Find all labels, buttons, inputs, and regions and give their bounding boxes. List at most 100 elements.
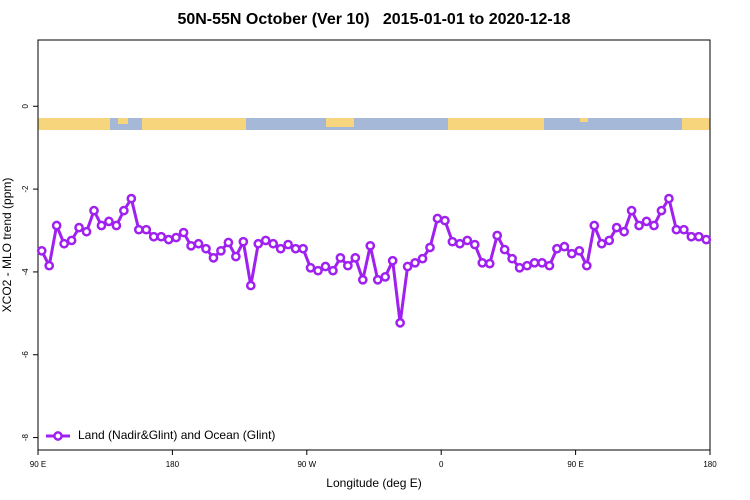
point [469,239,480,250]
point [298,243,308,254]
chart-title: 50N-55N October (Ver 10) 2015-01-01 to 2… [177,11,570,28]
point [238,236,249,247]
point [44,260,55,271]
point [141,224,152,235]
point [268,238,279,249]
y-tick-label: -6 [21,351,30,359]
point [253,238,264,249]
point [581,260,592,271]
point [178,227,189,238]
x-axis-title: Longitude (deg E) [326,476,421,490]
point [402,261,413,272]
point [641,216,652,227]
x-tick-label: 90 W [297,460,316,469]
point [671,224,682,235]
point [522,260,532,271]
point [693,231,704,242]
point [701,234,712,245]
point [410,257,420,268]
point [372,274,383,285]
series-line [40,197,707,325]
point [604,235,615,246]
point [81,226,92,237]
point [343,260,353,271]
legend-marker [53,431,63,441]
point [59,238,69,249]
point [111,220,122,231]
point [484,258,495,269]
point [89,205,99,216]
point [544,260,555,271]
point [208,252,219,263]
point [656,205,667,216]
point [260,235,271,246]
point [320,261,331,272]
point [313,265,323,276]
x-tick-label: 180 [703,460,717,469]
point [74,222,84,233]
legend-label: Land (Nadir&Glint) and Ocean (Glint) [78,428,275,442]
point [686,231,697,242]
x-tick-label: 180 [166,460,180,469]
point [275,243,286,254]
point [186,240,196,251]
point [365,240,376,251]
point [96,220,107,231]
point [133,224,144,235]
plot-frame [37,39,711,451]
point [104,216,114,227]
point [171,232,181,243]
point [619,226,629,237]
point [148,231,159,242]
y-tick-label: -8 [21,433,30,441]
point [679,224,689,235]
point [634,220,644,231]
point [216,245,226,256]
point [66,235,77,246]
point [335,252,346,263]
y-axis-title: XCO2 - MLO trend (ppm) [0,178,14,313]
point [357,274,368,285]
point [529,257,540,268]
point [574,245,585,256]
point [611,222,622,233]
point [231,251,241,262]
point [455,238,465,249]
x-tick-label: 90 E [567,460,583,469]
point [462,235,473,246]
point [380,272,391,282]
point [432,213,443,224]
point [51,220,62,231]
point [201,243,211,254]
x-tick-label: 0 [439,460,444,469]
point [589,220,600,231]
land-ocean-strip [38,118,710,130]
point [567,248,577,259]
point [119,205,129,216]
point [425,242,435,253]
point [649,220,659,231]
point [559,241,570,252]
point [499,244,510,255]
point [440,215,450,226]
point [514,262,525,273]
point [492,230,503,241]
point [537,257,547,268]
point [387,255,398,266]
point [447,236,458,247]
point [223,237,234,248]
point [596,238,607,249]
y-tick-label: -2 [21,185,30,193]
point [328,265,338,276]
point [126,193,137,204]
point [664,193,674,204]
point [305,262,316,273]
point [36,245,47,256]
point [626,205,637,216]
point [395,318,405,328]
point [552,243,562,254]
point [417,253,428,264]
point [477,257,488,268]
point [290,243,301,254]
